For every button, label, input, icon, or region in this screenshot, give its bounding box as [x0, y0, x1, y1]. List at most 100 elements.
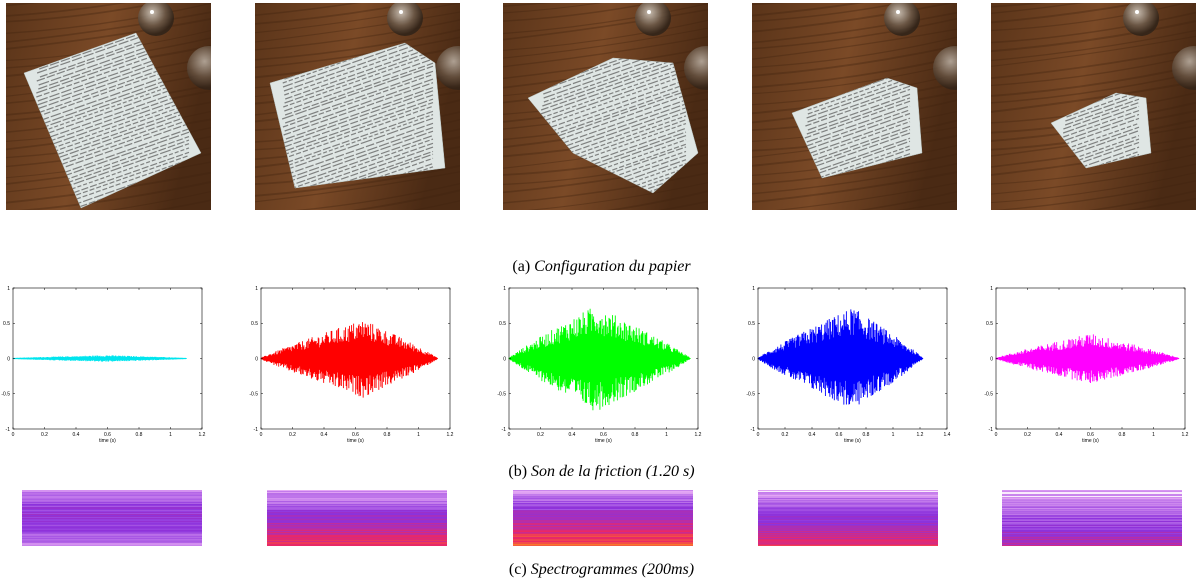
spectrogram-band [267, 515, 447, 517]
spectrogram-band [513, 498, 693, 500]
spectrogram-band [758, 517, 938, 519]
spectrogram-band [22, 492, 202, 494]
spectrogram-band [1002, 490, 1182, 492]
spectrogram-band [513, 507, 693, 509]
x-tick-label: 0.4 [321, 432, 328, 438]
x-tick-label: 1.2 [917, 432, 924, 438]
spectrogram-band [22, 518, 202, 520]
spectrogram-band [22, 490, 202, 492]
spectrogram-band [758, 525, 938, 527]
spectrogram-band [513, 518, 693, 520]
spectrogram-band [267, 501, 447, 503]
waveform-trace [995, 334, 1180, 384]
spectrogram-band [758, 508, 938, 510]
y-tick-label: -1 [502, 427, 507, 433]
x-tick-label: 1 [892, 432, 895, 438]
caption-c: (c) Spectrogrammes (200ms) [0, 561, 1203, 579]
spectrogram-band [758, 533, 938, 535]
spectrogram-band [267, 490, 447, 492]
spectrogram-band [1002, 503, 1182, 505]
spectrogram-band [1002, 540, 1182, 542]
spectrogram-band [267, 495, 447, 497]
spectrogram-band [1002, 505, 1182, 507]
photo-rolled-paper [752, 3, 957, 210]
x-tick-label: 1.2 [447, 432, 454, 438]
spectrogram-band [758, 526, 938, 528]
spectrogram-2 [267, 490, 447, 547]
y-tick-label: 0.5 [986, 321, 993, 327]
x-tick-label: 0.6 [836, 432, 843, 438]
y-tick-label: 1 [255, 286, 258, 292]
spectrogram-band [1002, 518, 1182, 520]
spectrogram-1 [22, 490, 202, 547]
x-tick-label: 0.2 [1024, 432, 1031, 438]
spectrogram-band [267, 499, 447, 501]
waveform-chart-5: 0 0.2 0.4 0.6 0.8 1 1.2 1 0.5 0 -0.5 -1 time (s) [983, 284, 1203, 444]
spectrogram-band [513, 528, 693, 530]
spectrogram-band [267, 530, 447, 532]
spectrogram-band [22, 536, 202, 538]
spectrogram-band [22, 513, 202, 515]
spectrogram-band [22, 541, 202, 543]
waveform-series [757, 309, 924, 405]
x-tick-label: 0.4 [1056, 432, 1063, 438]
spectrogram-band [1002, 516, 1182, 518]
spectrogram-4 [758, 490, 938, 547]
spectrogram-band [513, 542, 693, 544]
spectrogram-band [267, 527, 447, 529]
spectrogram-band [267, 510, 447, 512]
spectrogram-band [758, 521, 938, 523]
y-tick-label: -0.5 [1, 392, 10, 398]
spectrogram-band [758, 536, 938, 538]
spectrogram-band [513, 495, 693, 497]
spectrogram-band [22, 529, 202, 531]
spectrogram-band [758, 498, 938, 500]
x-tick-label: 0.6 [1087, 432, 1094, 438]
spectrogram-band [267, 528, 447, 530]
spectrogram-band [513, 522, 693, 524]
x-tick-label: 0.2 [289, 432, 296, 438]
spectrogram-band [758, 509, 938, 511]
spectrogram-band [22, 525, 202, 527]
spectrogram-band [22, 510, 202, 512]
spectrogram-band [758, 528, 938, 530]
spectrogram-band [267, 514, 447, 516]
x-tick-label: 1 [1152, 432, 1155, 438]
spectrogram-band [513, 520, 693, 522]
spectrogram-band [267, 496, 447, 498]
spectrogram-band [1002, 524, 1182, 526]
spectrogram-band [758, 527, 938, 529]
spectrogram-band [513, 529, 693, 531]
spectrogram-band [267, 492, 447, 494]
spectrogram-band [1002, 491, 1182, 493]
spectrogram-band [513, 519, 693, 521]
spectrogram-band [513, 530, 693, 532]
spectrogram-band [758, 540, 938, 542]
waveform-chart-2: 0 0.2 0.4 0.6 0.8 1 1.2 1 0.5 0 -0.5 -1 time (s) [248, 284, 470, 444]
photo-folded-paper [991, 3, 1196, 210]
spectrogram-band [1002, 541, 1182, 543]
spectrogram-band [758, 499, 938, 501]
spectrogram-band [513, 501, 693, 503]
spectrogram-band [513, 496, 693, 498]
x-tick-label: 0.6 [352, 432, 359, 438]
spectrogram-band [22, 523, 202, 525]
spectrogram-band [513, 527, 693, 529]
x-tick-label: 0.4 [73, 432, 80, 438]
spectrogram-band [1002, 536, 1182, 538]
photo-curled-paper [255, 3, 460, 210]
spectrogram-band [1002, 508, 1182, 510]
spectrogram-band [1002, 534, 1182, 536]
spectrogram-band [513, 534, 693, 536]
spectrogram-band [1002, 522, 1182, 524]
waveform-series [995, 334, 1180, 384]
y-tick-label: 0.5 [251, 321, 258, 327]
x-tick-label: 1 [665, 432, 668, 438]
spectrogram-band [1002, 504, 1182, 506]
spectrogram-band [267, 540, 447, 542]
spectrogram-1-image [22, 490, 202, 547]
spectrogram-band [513, 499, 693, 501]
y-tick-label: -0.5 [249, 392, 258, 398]
spectrogram-band [1002, 535, 1182, 537]
spectrogram-band [1002, 532, 1182, 534]
